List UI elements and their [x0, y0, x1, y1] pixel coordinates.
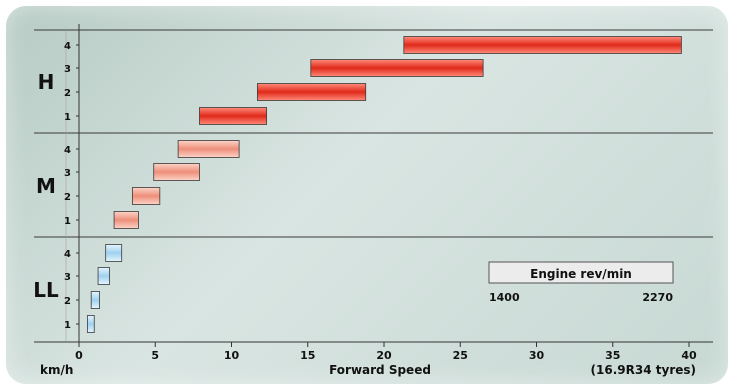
legend-title: Engine rev/min: [530, 267, 632, 281]
legend: Engine rev/min 1400 2270: [488, 261, 674, 304]
bar-H-gear-3: [310, 59, 484, 77]
legend-box: [488, 261, 674, 284]
gear-label: 1: [64, 320, 71, 331]
bar-LL-gear-4: [105, 244, 123, 262]
x-tick-label-0: 0: [75, 349, 83, 362]
x-tick-label-35: 35: [605, 349, 620, 362]
x-tick-label-20: 20: [376, 349, 392, 362]
x-tick-label-5: 5: [151, 349, 159, 362]
x-axis-title: Forward Speed: [329, 363, 431, 377]
bar-H-gear-1: [199, 107, 267, 125]
x-tick-label-10: 10: [224, 349, 240, 362]
gear-label: 3: [64, 168, 71, 179]
legend-min-label: 1400: [489, 291, 520, 304]
bar-M-gear-2: [131, 187, 161, 205]
x-tick-label-40: 40: [681, 349, 697, 362]
group-label-H: H: [38, 70, 55, 94]
bar-LL-gear-1: [86, 315, 95, 333]
gear-label: 2: [64, 296, 71, 307]
group-label-LL: LL: [33, 278, 59, 302]
x-tick-label-30: 30: [529, 349, 545, 362]
gear-label: 4: [64, 145, 71, 156]
gear-label: 4: [64, 249, 71, 260]
bar-M-gear-1: [113, 211, 139, 229]
bar-LL-gear-2: [90, 291, 100, 309]
x-unit-label: km/h: [40, 363, 73, 377]
gear-label: 4: [64, 41, 71, 52]
gear-label: 3: [64, 272, 71, 283]
gear-label: 3: [64, 64, 71, 75]
gear-label: 2: [64, 192, 71, 203]
gear-label: 1: [64, 112, 71, 123]
x-tick-label-15: 15: [300, 349, 315, 362]
gear-label: 1: [64, 216, 71, 227]
gear-label: 2: [64, 88, 71, 99]
x-tick-label-25: 25: [453, 349, 468, 362]
bar-H-gear-4: [403, 36, 682, 54]
group-label-M: M: [36, 174, 56, 198]
bar-LL-gear-3: [97, 267, 110, 285]
x-axis-note: (16.9R34 tyres): [591, 363, 696, 377]
legend-max-label: 2270: [642, 291, 673, 304]
bar-M-gear-3: [153, 163, 200, 181]
bar-M-gear-4: [177, 140, 240, 158]
bar-H-gear-2: [257, 83, 367, 101]
